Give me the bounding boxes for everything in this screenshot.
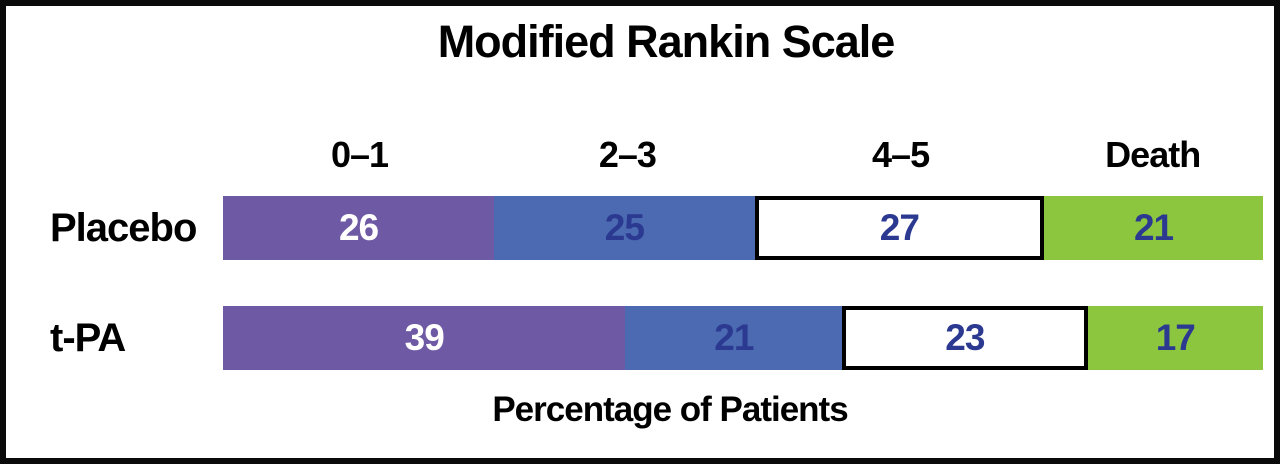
segment-value: 23 (945, 317, 985, 358)
bar-tpa: 39 21 23 17 (223, 306, 1263, 370)
segment-value: 21 (714, 317, 754, 358)
bar-segment-tpa-2-3: 21 (625, 306, 843, 370)
x-axis-label: Percentage of Patients (492, 390, 848, 429)
chart-title: Modified Rankin Scale (437, 16, 896, 67)
category-header-row: 0–1 2–3 4–5 Death (223, 124, 1263, 186)
row-label-placebo: Placebo (50, 205, 197, 250)
bar-placebo: 26 25 27 21 (223, 196, 1263, 260)
segment-value: 21 (1133, 207, 1174, 248)
bar-segment-tpa-0-1: 39 (223, 306, 626, 370)
segment-value: 39 (404, 317, 445, 358)
category-label-2-3: 2–3 (598, 134, 657, 175)
category-label-death: Death (1105, 134, 1201, 175)
bar-segment-tpa-4-5: 23 (842, 306, 1088, 370)
bar-segment-placebo-death: 21 (1044, 196, 1263, 260)
bar-segment-placebo-4-5: 27 (754, 196, 1045, 260)
category-label-0-1: 0–1 (331, 134, 389, 175)
row-label-tpa: t-PA (50, 315, 126, 360)
bar-segment-placebo-2-3: 25 (494, 196, 755, 260)
bar-segment-placebo-0-1: 26 (223, 196, 495, 260)
segment-value: 27 (879, 207, 920, 248)
segment-value: 25 (604, 207, 645, 248)
bar-segment-tpa-death: 17 (1087, 306, 1263, 370)
segment-value: 26 (338, 207, 379, 248)
segment-value: 17 (1155, 317, 1196, 358)
category-label-4-5: 4–5 (872, 134, 930, 175)
